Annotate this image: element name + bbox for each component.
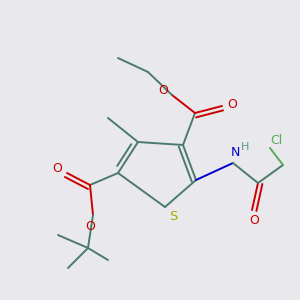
Text: O: O: [85, 220, 95, 232]
Text: O: O: [227, 98, 237, 110]
Text: O: O: [249, 214, 259, 226]
Text: O: O: [52, 163, 62, 176]
Text: H: H: [241, 142, 249, 152]
Text: N: N: [230, 146, 240, 160]
Text: O: O: [158, 83, 168, 97]
Text: Cl: Cl: [270, 134, 282, 146]
Text: S: S: [169, 211, 177, 224]
